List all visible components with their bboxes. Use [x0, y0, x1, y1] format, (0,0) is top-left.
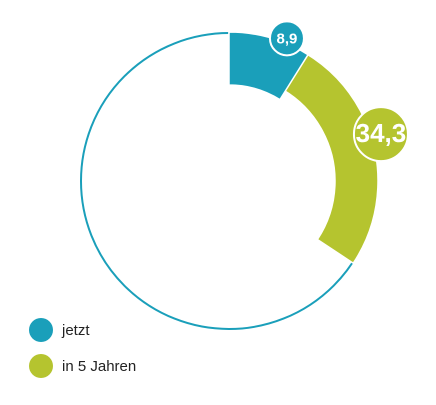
legend-swatch [29, 354, 53, 378]
value-label: 34,3 [356, 118, 407, 148]
value-label: 8,9 [277, 30, 298, 47]
legend-label: jetzt [61, 322, 90, 339]
legend-swatch [29, 318, 53, 342]
value-badge [268, 20, 305, 57]
segment [228, 31, 379, 265]
legend-label: in 5 Jahren [62, 358, 136, 375]
value-badge [352, 106, 409, 163]
